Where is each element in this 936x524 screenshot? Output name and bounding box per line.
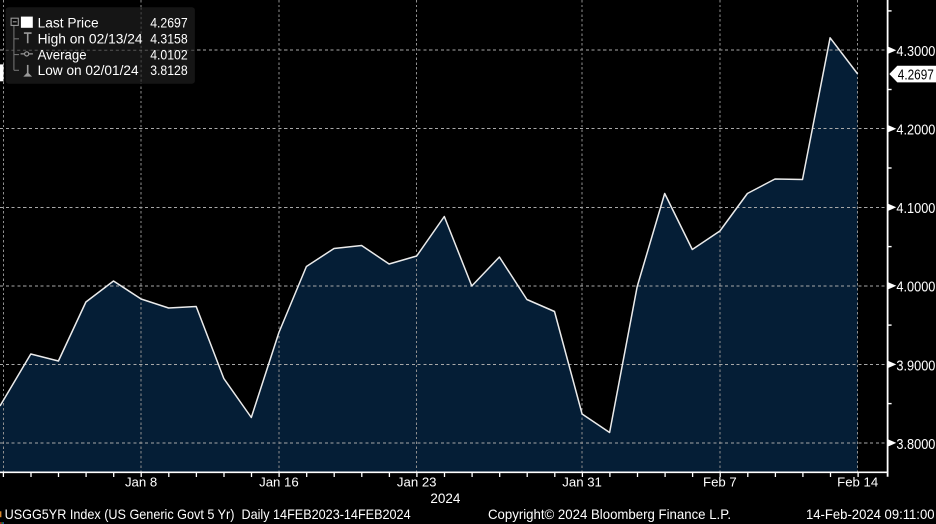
svg-text:Jan 8: Jan 8 xyxy=(125,474,157,489)
svg-text:Copyright© 2024 Bloomberg Fina: Copyright© 2024 Bloomberg Finance L.P. xyxy=(488,507,731,522)
svg-text:Average: Average xyxy=(38,47,87,62)
svg-text:Jan 16: Jan 16 xyxy=(259,474,299,489)
svg-text:4.3158: 4.3158 xyxy=(150,32,188,47)
svg-text:3.9000: 3.9000 xyxy=(896,358,935,374)
svg-text:3.8128: 3.8128 xyxy=(150,63,188,78)
svg-text:USGG5YR Index (US Generic Govt: USGG5YR Index (US Generic Govt 5 Yr) Dai… xyxy=(5,507,411,522)
svg-text:4.2697: 4.2697 xyxy=(150,16,188,31)
svg-text:4.3000: 4.3000 xyxy=(896,44,935,60)
svg-text:Low on 02/01/24: Low on 02/01/24 xyxy=(38,63,139,78)
svg-text:14-Feb-2024 09:11:00: 14-Feb-2024 09:11:00 xyxy=(806,507,935,522)
svg-text:4.2000: 4.2000 xyxy=(896,123,935,139)
svg-text:4.0102: 4.0102 xyxy=(150,47,188,62)
svg-text:Jan 23: Jan 23 xyxy=(397,474,437,489)
svg-text:Feb 7: Feb 7 xyxy=(703,474,737,489)
svg-text:4.2697: 4.2697 xyxy=(898,68,934,84)
svg-text:3.8000: 3.8000 xyxy=(896,437,935,453)
svg-text:Jan 31: Jan 31 xyxy=(562,474,602,489)
svg-text:4.0000: 4.0000 xyxy=(896,280,935,296)
svg-text:4.1000: 4.1000 xyxy=(896,201,935,217)
svg-text:Last Price: Last Price xyxy=(38,16,99,31)
svg-text:2024: 2024 xyxy=(430,491,460,507)
svg-text:Feb 14: Feb 14 xyxy=(837,474,878,489)
svg-text:High on 02/13/24: High on 02/13/24 xyxy=(38,32,143,47)
